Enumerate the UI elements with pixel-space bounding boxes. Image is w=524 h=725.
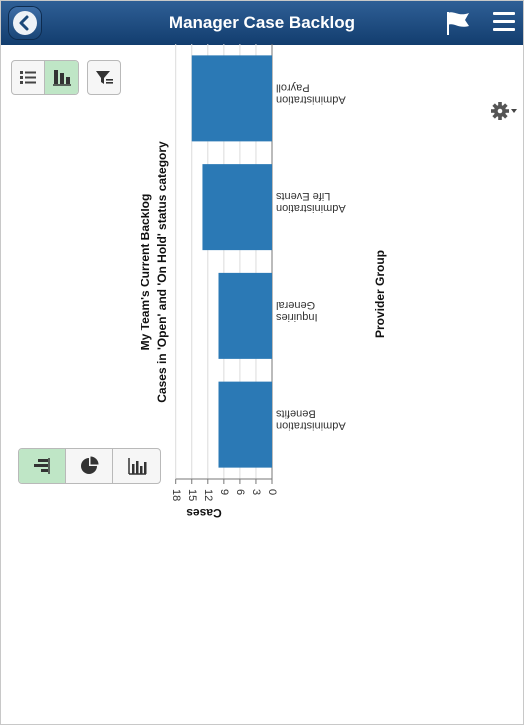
page-title: Manager Case Backlog	[168, 13, 356, 32]
view-toggle	[11, 60, 79, 95]
back-icon	[13, 11, 37, 35]
category-label: Benefits	[276, 408, 316, 420]
y-tick-label: 0	[266, 489, 278, 495]
filter-icon	[96, 71, 113, 84]
bar-chart-button[interactable]	[19, 449, 65, 483]
bar	[202, 164, 272, 251]
pie-chart-button[interactable]	[65, 449, 113, 483]
category-label: Inquiries	[276, 311, 318, 323]
category-label: General	[276, 299, 315, 311]
bar	[218, 381, 272, 468]
chart-view-button[interactable]	[44, 61, 78, 94]
y-tick-label: 15	[186, 489, 198, 501]
pie-chart-icon	[81, 456, 99, 474]
chart-title: My Team's Current Backlog	[141, 194, 152, 351]
y-tick-label: 18	[170, 489, 182, 501]
header-bar: Manager Case Backlog	[1, 1, 523, 45]
menu-icon[interactable]	[493, 12, 515, 32]
column-chart-button[interactable]	[112, 449, 160, 483]
bar	[218, 272, 272, 359]
back-button[interactable]	[9, 7, 41, 39]
category-label: Payroll	[276, 81, 310, 93]
column-chart-icon	[128, 458, 147, 475]
bar	[191, 55, 272, 142]
gear-icon[interactable]	[490, 100, 518, 122]
category-label: Life Events	[276, 190, 331, 202]
chart-view-icon	[53, 70, 71, 86]
category-label: Administration	[276, 202, 346, 214]
list-view-button[interactable]	[12, 61, 44, 94]
y-tick-label: 3	[250, 489, 262, 495]
flag-icon[interactable]	[445, 10, 473, 36]
backlog-chart: 0 3 6 9 12 15 18 Benefits Administration General I…	[141, 44, 403, 524]
filter-button[interactable]	[87, 60, 121, 95]
y-tick-label: 6	[234, 489, 246, 495]
list-view-icon	[20, 71, 36, 84]
value-axis-title: Cases	[186, 506, 222, 520]
category-axis-title: Provider Group	[373, 250, 387, 338]
y-tick-label: 9	[218, 489, 230, 495]
category-label: Administration	[276, 93, 346, 105]
chart-subtitle: Cases in 'Open' and 'On Hold' status cat…	[155, 141, 169, 403]
y-tick-label: 12	[202, 489, 214, 501]
chart-canvas: 0369121518BenefitsAdministrationGeneralI…	[141, 44, 387, 520]
bar-chart-icon	[34, 458, 50, 474]
category-label: Administration	[276, 420, 346, 432]
chart-type-toggle	[18, 448, 161, 484]
